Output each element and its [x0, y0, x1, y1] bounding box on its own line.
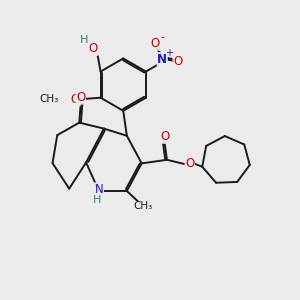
- Text: +: +: [165, 47, 173, 58]
- Text: H: H: [93, 195, 102, 205]
- Text: O: O: [173, 55, 182, 68]
- Text: H: H: [80, 35, 88, 45]
- Text: CH₃: CH₃: [40, 94, 59, 104]
- Text: O: O: [76, 91, 86, 104]
- Text: N: N: [94, 183, 103, 196]
- Text: O: O: [185, 157, 194, 170]
- Text: -: -: [160, 32, 164, 42]
- Text: O: O: [71, 93, 80, 106]
- Text: O: O: [88, 42, 98, 55]
- Text: O: O: [160, 130, 169, 143]
- Text: N: N: [157, 52, 167, 66]
- Text: CH₃: CH₃: [134, 202, 153, 212]
- Text: O: O: [150, 37, 159, 50]
